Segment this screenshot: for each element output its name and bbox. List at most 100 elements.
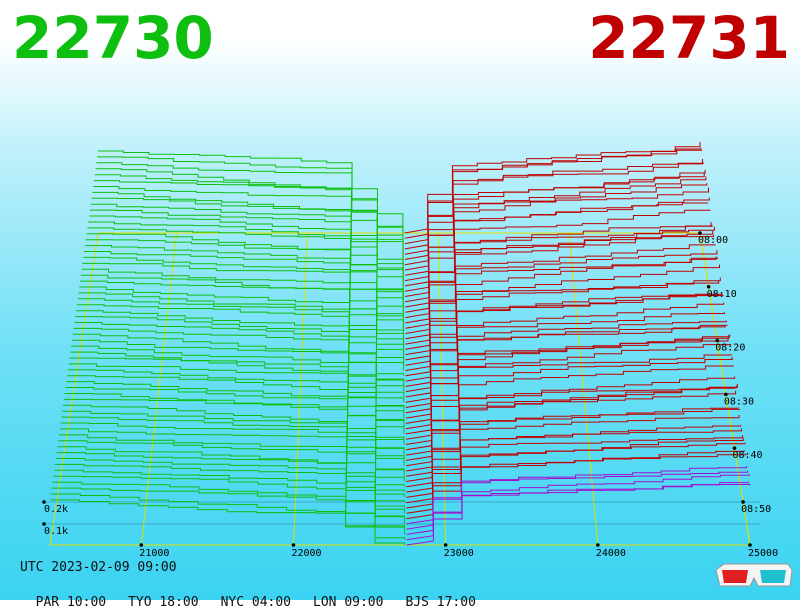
ask-depth-line <box>405 320 727 398</box>
time-tick-mark <box>732 446 737 450</box>
x-tick-label: 21000 <box>139 548 169 559</box>
bid-depth-line <box>62 410 405 466</box>
ask-depth-line <box>405 324 728 403</box>
3d-glasses-icon[interactable] <box>714 560 794 592</box>
bid-depth-line <box>54 463 405 514</box>
ask-depth-line <box>405 250 718 340</box>
chart-axes: 21000 22000 23000 24000 25000 0.2k 0.1k 08:00 08… <box>42 231 778 559</box>
bid-depth-line <box>76 304 405 371</box>
time-tick-mark <box>741 500 745 504</box>
ask-depth-line <box>406 407 739 472</box>
ask-depth-line <box>406 385 737 461</box>
bid-depth-line <box>80 274 404 345</box>
bid-depth-line <box>68 363 405 424</box>
timezone-par: PAR 10:00 <box>35 595 107 610</box>
ask-depth-line <box>406 435 743 498</box>
x-tick-label: 25000 <box>748 548 778 559</box>
ask-depth-line <box>405 209 711 297</box>
bid-depth-line <box>91 197 404 276</box>
x-tick-mark <box>596 543 600 547</box>
ask-depth-line <box>405 257 719 345</box>
time-tick-label: 08:50 <box>741 504 771 515</box>
grid-price-line <box>292 232 308 546</box>
bid-depth-line <box>97 156 404 239</box>
ask-depth-line <box>404 162 704 255</box>
depth-tick-mark <box>42 522 46 526</box>
ask-depth-line <box>405 294 724 377</box>
time-tick-label: 08:30 <box>724 396 754 407</box>
ask-depth-line <box>405 244 716 329</box>
bid-depth-line <box>65 387 405 445</box>
bid-depth-line <box>89 215 404 292</box>
ask-depth-line <box>405 277 721 361</box>
ask-depth-line <box>405 326 726 393</box>
bid-depth-series <box>50 150 406 545</box>
ask-depth-line <box>405 280 720 350</box>
bid-depth-line <box>85 245 404 318</box>
bid-depth-line <box>83 256 404 329</box>
bid-depth-line <box>53 475 405 524</box>
ask-depth-line <box>406 442 746 514</box>
bid-depth-line <box>82 262 404 334</box>
timezone-list: PAR 10:00 TYO 18:00 NYC 04:00 LON 09:00 BJS … <box>20 580 498 610</box>
time-tick-label: 08:40 <box>732 450 762 461</box>
bid-depth-line <box>63 398 405 456</box>
bid-depth-line <box>77 298 405 366</box>
bid-depth-line <box>93 180 404 260</box>
bid-depth-line <box>60 422 405 477</box>
ask-depth-line <box>406 483 751 546</box>
bid-depth-line <box>64 393 405 450</box>
bid-depth-line <box>72 333 405 397</box>
bid-depth-line <box>80 280 404 350</box>
bid-depth-line <box>50 499 406 545</box>
timezone-bjs: BJS 17:00 <box>405 595 476 610</box>
ask-depth-line <box>405 197 710 292</box>
bid-depth-line <box>92 191 404 270</box>
ask-depth-line <box>405 264 720 356</box>
ask-depth-line <box>405 224 713 308</box>
bid-depth-line <box>58 434 405 487</box>
timezone-tyo: TYO 18:00 <box>128 595 199 610</box>
ask-depth-line <box>405 343 731 424</box>
x-tick-label: 22000 <box>291 548 321 559</box>
bid-depth-line <box>66 381 405 440</box>
ask-depth-line <box>405 387 735 445</box>
ask-depth-line <box>406 428 742 493</box>
time-tick-label: 08:10 <box>707 289 737 300</box>
ask-depth-series <box>404 141 751 546</box>
bid-depth-line <box>95 168 404 249</box>
ask-price: 22731 <box>588 4 790 72</box>
x-tick-mark <box>443 543 448 547</box>
ask-depth-line <box>405 226 715 324</box>
bid-depth-line <box>93 186 404 265</box>
ask-depth-line <box>404 183 708 276</box>
timezone-nyc: NYC 04:00 <box>220 595 292 610</box>
ask-depth-line <box>406 384 738 467</box>
time-tick-label: 08:00 <box>698 235 728 246</box>
bid-depth-line <box>98 150 404 233</box>
x-tick-mark <box>291 543 296 547</box>
time-tick-label: 08:20 <box>715 343 745 354</box>
bid-depth-line <box>59 428 405 482</box>
grid-price-line <box>699 232 751 546</box>
ask-depth-line <box>405 302 725 382</box>
depth-tick-label: 0.1k <box>44 526 68 537</box>
bid-depth-line <box>94 174 404 255</box>
x-tick-label: 23000 <box>444 548 474 559</box>
bid-depth-line <box>73 327 405 392</box>
x-tick-label: 24000 <box>596 548 626 559</box>
bid-depth-line <box>51 487 405 535</box>
depth-tick-mark <box>42 500 46 504</box>
bid-depth-line <box>79 286 405 355</box>
ask-depth-line <box>406 376 736 451</box>
bid-depth-line <box>87 227 404 302</box>
ask-depth-line <box>406 437 744 504</box>
bid-depth-line <box>72 339 405 403</box>
time-tick-mark <box>698 231 702 235</box>
grid-left-line <box>49 232 99 546</box>
ask-depth-line <box>405 222 712 303</box>
bid-depth-line <box>57 446 405 498</box>
ask-depth-line <box>406 466 748 525</box>
ask-depth-line <box>404 149 703 245</box>
